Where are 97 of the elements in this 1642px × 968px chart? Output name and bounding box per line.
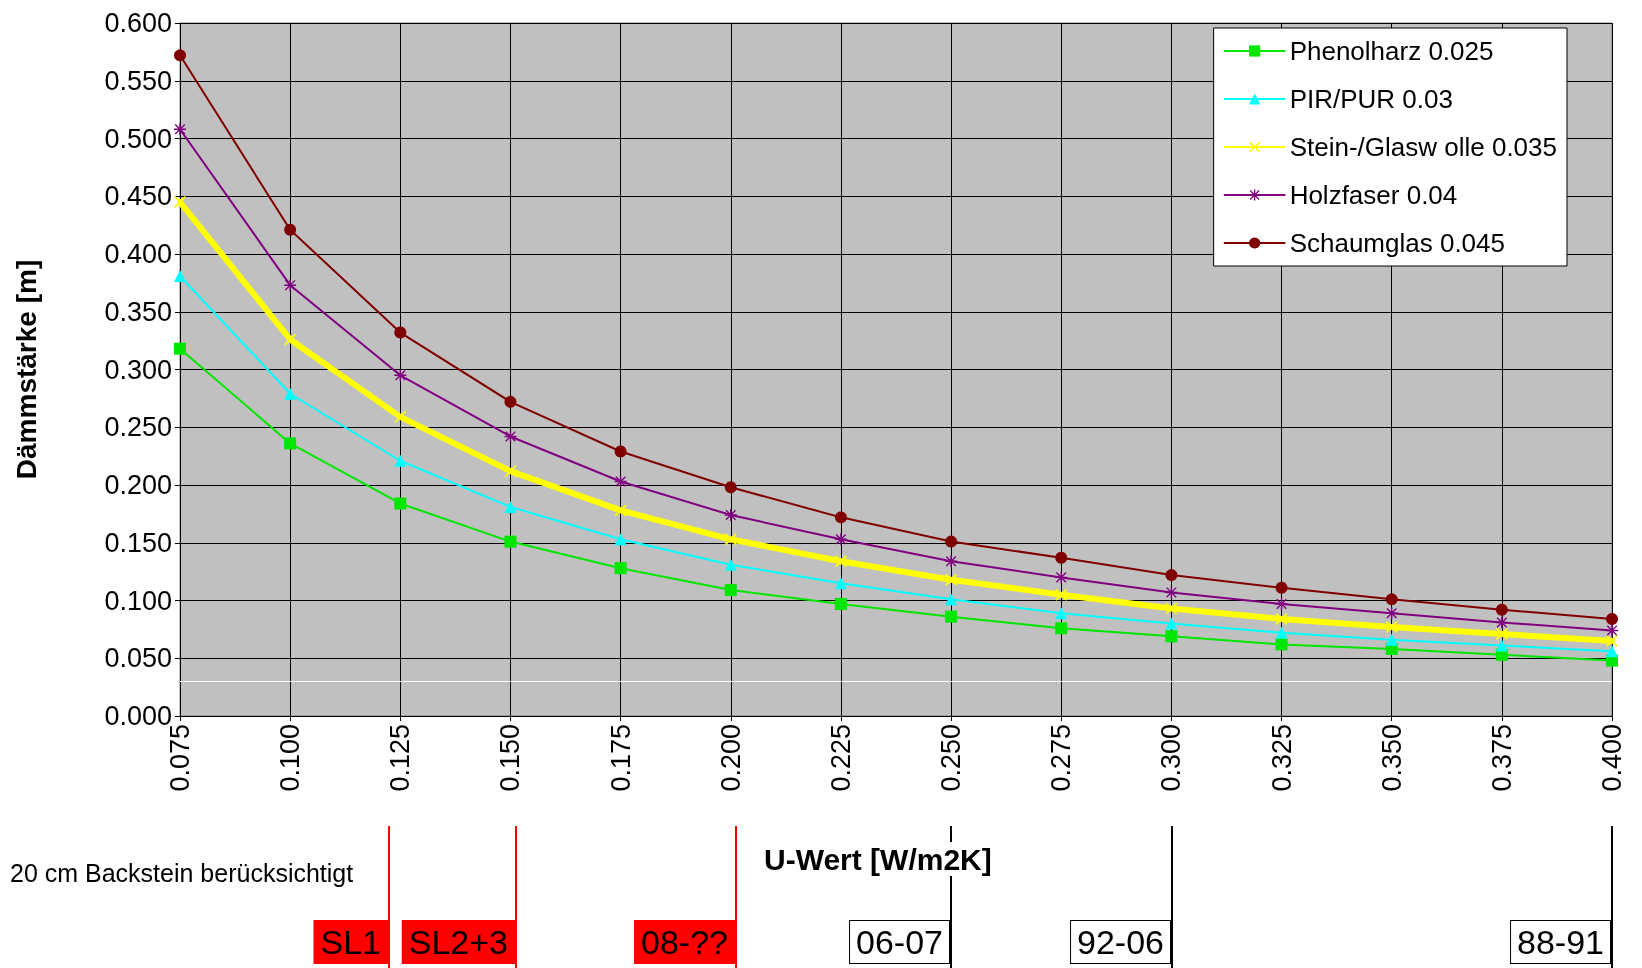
legend-label: Holzfaser 0.04 bbox=[1289, 180, 1458, 210]
point bbox=[1275, 626, 1288, 639]
y-tick-label: 0.450 bbox=[104, 181, 172, 212]
point bbox=[1275, 581, 1288, 594]
point bbox=[1055, 588, 1068, 601]
point bbox=[174, 269, 186, 282]
text: SL2+3 bbox=[408, 923, 508, 961]
y-tick-label: 0.200 bbox=[104, 470, 172, 500]
x-tick-label: 0.350 bbox=[1376, 724, 1407, 792]
point bbox=[174, 342, 186, 355]
point bbox=[174, 123, 186, 136]
text: 88-91 bbox=[1517, 923, 1605, 961]
text: 06-07 bbox=[856, 923, 944, 961]
y-tick-label: 0.050 bbox=[104, 643, 172, 674]
point bbox=[834, 511, 847, 524]
point bbox=[724, 533, 737, 546]
point bbox=[1495, 616, 1508, 629]
x-tick-label: 0.200 bbox=[715, 724, 746, 792]
point bbox=[1165, 630, 1178, 643]
point bbox=[284, 223, 297, 236]
x-tick-label: 0.100 bbox=[275, 724, 306, 792]
point bbox=[1606, 645, 1618, 658]
point bbox=[284, 279, 297, 292]
x-tick-label: 0.225 bbox=[825, 724, 856, 792]
point bbox=[724, 558, 737, 571]
point bbox=[945, 555, 958, 568]
point bbox=[394, 454, 407, 467]
y-tick-label: 0.550 bbox=[104, 65, 172, 96]
x-tick-label: 0.325 bbox=[1266, 724, 1297, 792]
point bbox=[1385, 607, 1398, 620]
point bbox=[174, 49, 186, 62]
point bbox=[1385, 633, 1398, 646]
point bbox=[394, 326, 407, 339]
point bbox=[945, 593, 958, 606]
point bbox=[1055, 607, 1068, 620]
point bbox=[834, 533, 847, 546]
point bbox=[1165, 617, 1178, 630]
x-tick-label: 0.375 bbox=[1486, 724, 1517, 792]
point bbox=[1385, 593, 1398, 606]
point bbox=[504, 395, 517, 408]
y-tick-label: 0.350 bbox=[104, 296, 172, 327]
text: SL1 bbox=[320, 923, 381, 961]
y-tick-label: 0.250 bbox=[104, 412, 172, 443]
point bbox=[614, 533, 627, 546]
legend-label: PIR/PUR 0.03 bbox=[1289, 84, 1453, 114]
point bbox=[1606, 612, 1618, 625]
point bbox=[834, 597, 847, 610]
y-tick-label: 0.400 bbox=[104, 239, 172, 269]
point bbox=[394, 497, 407, 510]
point bbox=[394, 410, 407, 423]
point bbox=[174, 196, 186, 209]
point bbox=[1606, 634, 1618, 647]
point bbox=[1606, 624, 1618, 637]
y-tick-label: 0.600 bbox=[104, 8, 172, 38]
legend-label: Stein-/Glasw olle 0.035 bbox=[1289, 132, 1558, 162]
x-tick-label: 0.075 bbox=[165, 724, 195, 792]
legend-label: Phenolharz 0.025 bbox=[1289, 36, 1494, 66]
point bbox=[614, 504, 627, 517]
point bbox=[1495, 627, 1508, 640]
text: 92-06 bbox=[1077, 923, 1165, 961]
x-tick-label: 0.300 bbox=[1156, 724, 1187, 792]
point bbox=[1495, 603, 1508, 616]
x-tick-label: 0.400 bbox=[1597, 724, 1627, 792]
point bbox=[284, 437, 297, 450]
point bbox=[1495, 639, 1508, 652]
x-tick-label: 0.250 bbox=[936, 724, 967, 792]
x-tick-label: 0.125 bbox=[385, 724, 416, 792]
point bbox=[504, 500, 517, 513]
y-tick-label: 0.500 bbox=[104, 123, 172, 154]
y-tick-label: 0.300 bbox=[104, 354, 172, 385]
text: 08-?? bbox=[641, 923, 729, 961]
point bbox=[834, 555, 847, 568]
point bbox=[284, 387, 297, 400]
text: 20 cm Backstein berücksichtigt bbox=[10, 858, 354, 887]
point bbox=[724, 481, 737, 494]
point bbox=[1165, 602, 1178, 615]
point bbox=[614, 562, 627, 575]
x-tick-label: 0.175 bbox=[605, 724, 636, 792]
point bbox=[504, 535, 517, 548]
legend-label: Schaumglas 0.045 bbox=[1289, 228, 1506, 258]
y-axis-title: Dämmstärke [m] bbox=[10, 259, 42, 480]
x-axis-title: U-Wert [W/m2K] bbox=[764, 842, 992, 876]
point bbox=[1275, 597, 1288, 610]
point bbox=[1165, 569, 1178, 582]
point bbox=[724, 584, 737, 597]
point bbox=[724, 509, 737, 522]
x-tick-label: 0.275 bbox=[1046, 724, 1077, 792]
x-tick-label: 0.150 bbox=[495, 724, 526, 792]
point bbox=[1055, 622, 1068, 635]
y-tick-label: 0.100 bbox=[104, 585, 172, 616]
y-tick-label: 0.150 bbox=[104, 527, 172, 558]
point bbox=[1055, 551, 1068, 564]
point bbox=[1275, 638, 1288, 651]
point bbox=[945, 610, 958, 623]
point bbox=[614, 445, 627, 458]
point bbox=[834, 577, 847, 590]
point bbox=[945, 535, 958, 548]
